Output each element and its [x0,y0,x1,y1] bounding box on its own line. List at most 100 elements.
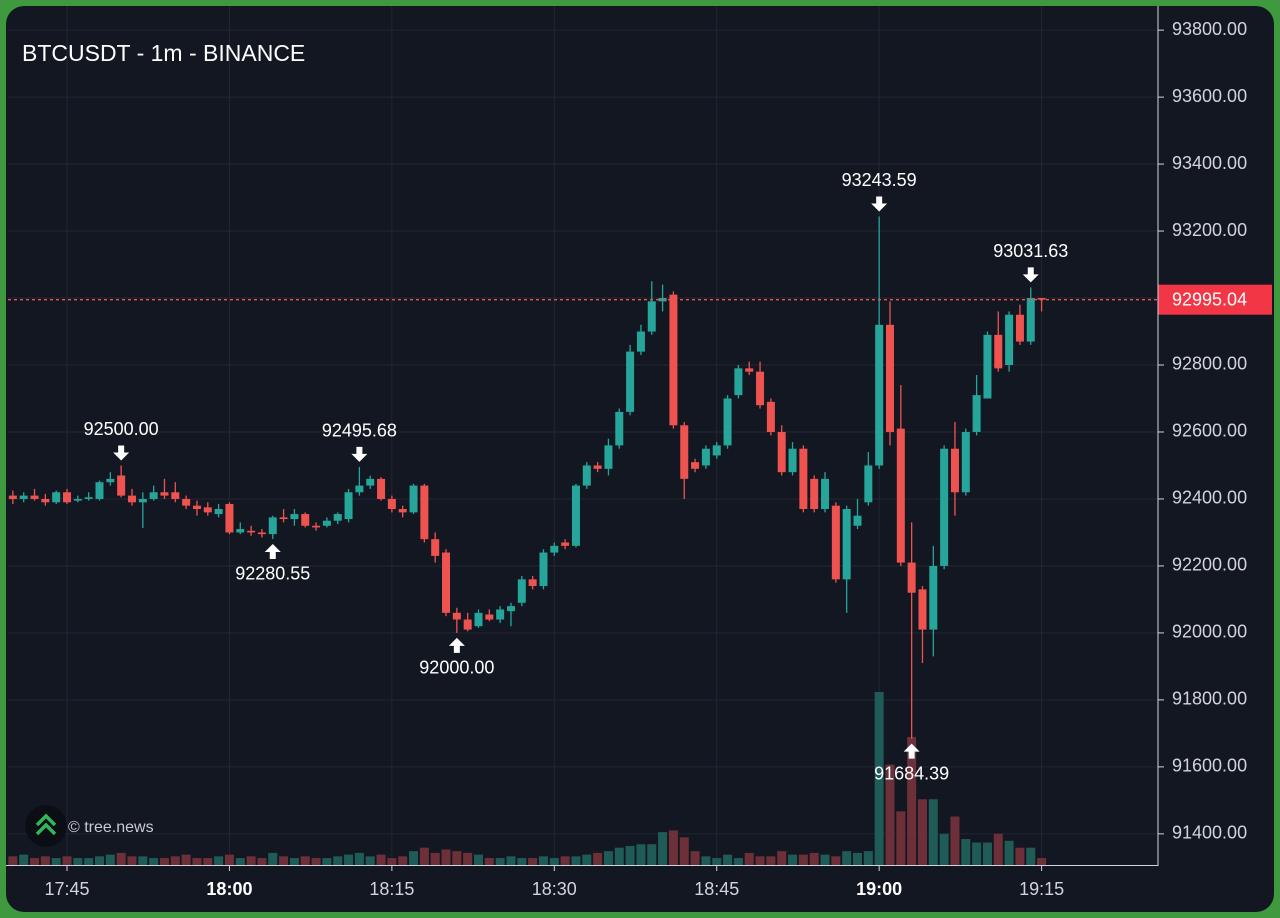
candle-body [63,492,72,503]
volume-bar [430,852,440,865]
volume-bar [322,858,332,865]
volume-bar [896,811,906,865]
candle-body [95,482,104,499]
volume-bar [538,856,548,865]
volume-bar [842,851,852,865]
volume-bar [755,856,765,865]
candle-body [626,351,635,412]
annotation-arrow [113,445,130,461]
candle-body [615,411,624,446]
candle-body [788,448,797,473]
volume-bar [647,844,657,865]
overlay: 92995.04 92500.00 92280.55 92495.68 92000.00… [8,170,1272,783]
candle-body [929,565,938,630]
candles [8,216,1046,739]
volume-bar [62,856,72,865]
volume-bar [73,858,83,865]
candle-body [442,552,451,613]
volume-bar [993,833,1003,865]
candle-body [723,398,732,446]
volume-bar [333,856,343,865]
last-price-badge [1158,284,1272,315]
candle-body [1026,298,1035,342]
x-tick-label: 18:15 [369,879,414,899]
volume-bar [950,816,960,865]
volume-bar [376,854,386,865]
candle-body [203,507,212,513]
annotation-arrow [448,637,465,653]
volume-bar [192,858,202,865]
volume-bar [51,858,61,865]
volume-bar [528,858,538,865]
candle-body [528,579,537,587]
candle-body [864,465,873,503]
volume-bar [289,858,299,865]
annotation-label: 93031.63 [993,241,1068,261]
candle-body [344,492,353,520]
volume-bar [8,856,18,865]
y-tick-label: 91400.00 [1172,823,1247,843]
candle-body [182,498,191,506]
volume-bar [701,856,711,865]
volume-bar [907,736,917,865]
volume-bar [972,842,982,865]
annotation-label: 92495.68 [322,421,397,441]
candle-body [1015,314,1024,342]
volume-bar [257,858,267,865]
candle-body [669,294,678,426]
candle-body [506,606,515,612]
candle-body [398,509,407,513]
candle-body [290,514,299,520]
candle-body [474,612,483,627]
volume-bar [398,856,408,865]
volume-bar [603,851,613,865]
candle-body [106,478,115,483]
annotation-label: 92000.00 [419,658,494,678]
candle-body [496,609,505,620]
candle-body [420,485,429,540]
volume-bar [235,858,245,865]
volume-bar [809,852,819,865]
volume-bar [474,854,484,865]
volume-bar [1015,847,1025,865]
candle-body [571,485,580,546]
candle-body [712,445,721,456]
candle-body [257,532,266,535]
candle-body [268,517,277,535]
volume-bar [820,854,830,865]
annotation-label: 93243.59 [842,170,917,190]
x-tick-label: 17:45 [44,879,89,899]
candle-body [831,505,840,580]
candle-body [810,478,819,510]
volume-bar [1037,858,1047,865]
candle-body [582,465,591,486]
annotation-arrow [1022,267,1039,283]
volume-bar [387,858,397,865]
candle-body [734,368,743,396]
volume-bar [636,844,646,865]
volume-bar [1026,847,1036,865]
candle-body [604,445,613,469]
volume-bar [138,856,148,865]
volume-bar [614,847,624,865]
volume-bar [105,854,115,865]
volume-bar [214,856,224,865]
volume-bar [344,854,354,865]
x-tick-label: 19:15 [1019,879,1064,899]
candle-body [701,448,710,466]
volume-bar [159,858,169,865]
candle-body [149,492,158,499]
candle-body [431,539,440,556]
watermark: © tree.news [68,819,154,836]
candle-body [799,448,808,510]
candle-body [366,478,375,486]
volume-bar [517,858,527,865]
volume-bar [441,849,451,865]
chart-frame: 91400.00 91600.00 91800.00 92000.00 92200.00… [6,6,1274,912]
candle-body [279,517,288,520]
chart: 91400.00 91600.00 91800.00 92000.00 92200.00… [6,6,1272,899]
candle-body [485,614,494,620]
candle-body [983,334,992,399]
volume-bar [300,856,310,865]
